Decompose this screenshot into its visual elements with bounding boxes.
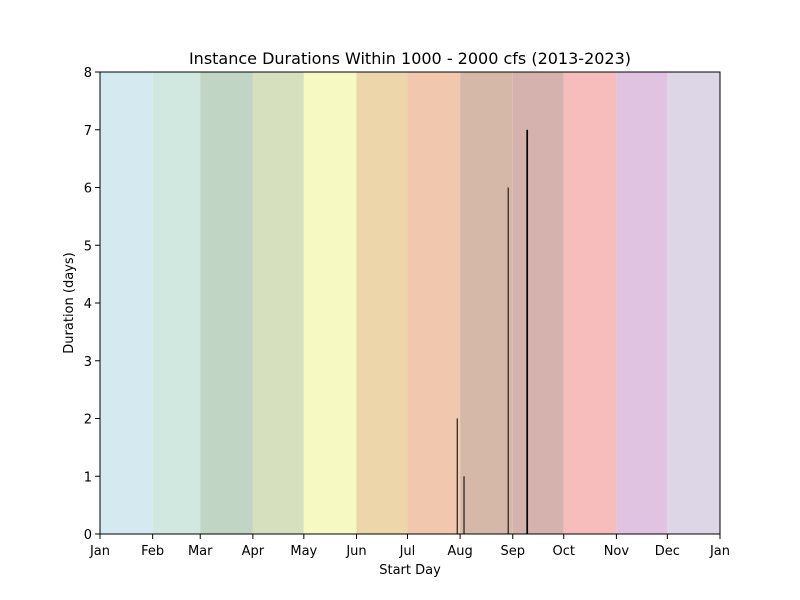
y-tick-label: 4 [84,297,92,312]
duration-bar-4 [526,129,529,534]
month-band-jun [356,72,408,534]
month-band-may [303,72,357,534]
x-tick-label: Dec [655,544,680,559]
x-tick-label: Mar [188,544,213,559]
x-tick-label: Sep [501,544,526,559]
month-band-dec [667,72,720,534]
duration-bar-3 [507,187,509,534]
y-tick-label: 5 [84,239,92,254]
month-band-mar [200,72,253,534]
y-tick-label: 8 [84,66,92,81]
y-tick-label: 2 [84,413,92,428]
x-tick-label: Jun [345,544,366,559]
month-band-aug [460,72,513,534]
y-tick-label: 7 [84,124,92,139]
duration-bars [456,129,529,534]
x-tick-label: Feb [141,544,164,559]
month-band-oct [563,72,617,534]
y-tick-label: 6 [84,182,92,197]
x-tick-label: Jan [709,544,730,559]
y-tick-label: 0 [84,528,92,543]
month-band-jul [407,72,461,534]
x-tick-label: Jan [89,544,110,559]
y-axis-label: Duration (days) [62,252,77,353]
x-tick-label: Nov [604,544,630,559]
y-axis-ticks: 0 1 2 3 4 5 6 7 8 [84,66,100,543]
x-tick-label: Apr [242,544,265,559]
y-tick-label: 1 [84,470,92,485]
x-axis-ticks: Jan Feb Mar Apr May Jun Jul Aug Sep Oct Nov Dec Jan [89,534,730,559]
chart-title: Instance Durations Within 1000 - 2000 cf… [189,49,631,68]
y-tick-label: 3 [84,355,92,370]
month-band-feb [152,72,201,534]
month-band-jan [100,72,153,534]
month-band-sep [512,72,564,534]
x-tick-label: Oct [552,544,574,559]
duration-bar-1 [456,418,458,534]
x-tick-label: May [290,544,317,559]
x-axis-label: Start Day [379,563,441,578]
x-tick-label: Aug [447,544,472,559]
month-bands [100,72,720,534]
duration-bar-2 [463,476,465,534]
month-band-apr [252,72,304,534]
month-band-nov [616,72,668,534]
x-tick-label: Jul [399,544,416,559]
